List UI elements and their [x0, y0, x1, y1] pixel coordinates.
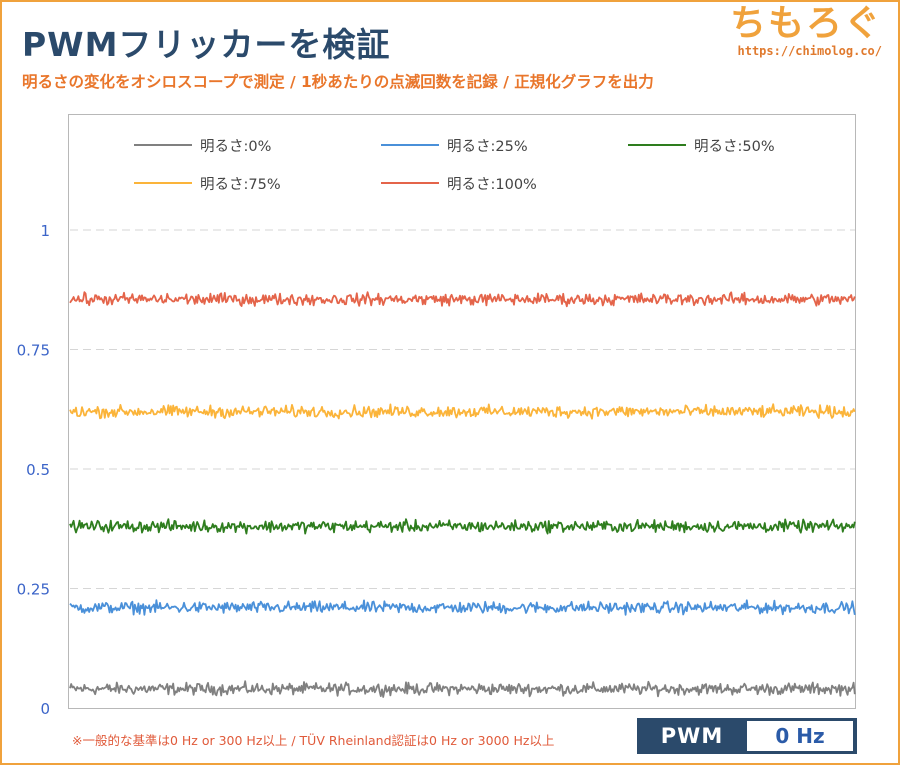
legend-item: 明るさ:0% [134, 135, 271, 155]
chart-subtitle: 明るさの変化をオシロスコープで測定 / 1秒あたりの点滅回数を記録 / 正規化グ… [22, 73, 654, 91]
legend-label: 明るさ:50% [694, 138, 775, 155]
series-line-4 [69, 291, 856, 308]
legend-item: 明るさ:100% [381, 173, 537, 193]
y-tick-label: 0.5 [26, 461, 50, 479]
y-tick-label: 0 [40, 700, 50, 718]
brand-url: https://chimolog.co/ [737, 44, 883, 58]
legend-label: 明るさ:75% [200, 176, 281, 193]
legend-swatch [628, 144, 686, 146]
legend-swatch [134, 182, 192, 184]
y-tick-layer: 0 0.25 0.5 0.75 1 [17, 222, 50, 718]
legend-label: 明るさ:0% [200, 138, 272, 155]
series-layer [69, 291, 856, 698]
y-tick-label: 1 [40, 222, 50, 240]
series-line-1 [69, 599, 856, 616]
legend-item: 明るさ:75% [134, 173, 281, 193]
chart-title: PWMフリッカーを検証 [22, 25, 391, 64]
legend-label: 明るさ:100% [447, 176, 537, 193]
brand-logo: ちもろぐ https://chimolog.co/ [729, 3, 883, 59]
series-line-2 [69, 518, 856, 535]
grid-layer [70, 229, 855, 589]
legend-swatch [381, 144, 439, 146]
y-tick-label: 0.25 [17, 581, 50, 599]
legend-label: 明るさ:25% [447, 138, 528, 155]
series-line-3 [69, 403, 856, 420]
series-line-0 [69, 680, 856, 698]
pwm-badge-label: PWM [660, 724, 724, 748]
legend-item: 明るさ:25% [381, 135, 528, 155]
pwm-badge-value: 0 Hz [747, 721, 853, 751]
y-tick-label: 0.75 [17, 342, 50, 360]
legend-item: 明るさ:50% [628, 135, 775, 155]
legend-swatch [134, 144, 192, 146]
brand-name: ちもろぐ [729, 3, 882, 44]
footnote: ※一般的な基準は0 Hz or 300 Hz以上 / TÜV Rheinland… [72, 733, 555, 748]
pwm-badge: PWM 0 Hz [637, 718, 857, 754]
legend-swatch [381, 182, 439, 184]
